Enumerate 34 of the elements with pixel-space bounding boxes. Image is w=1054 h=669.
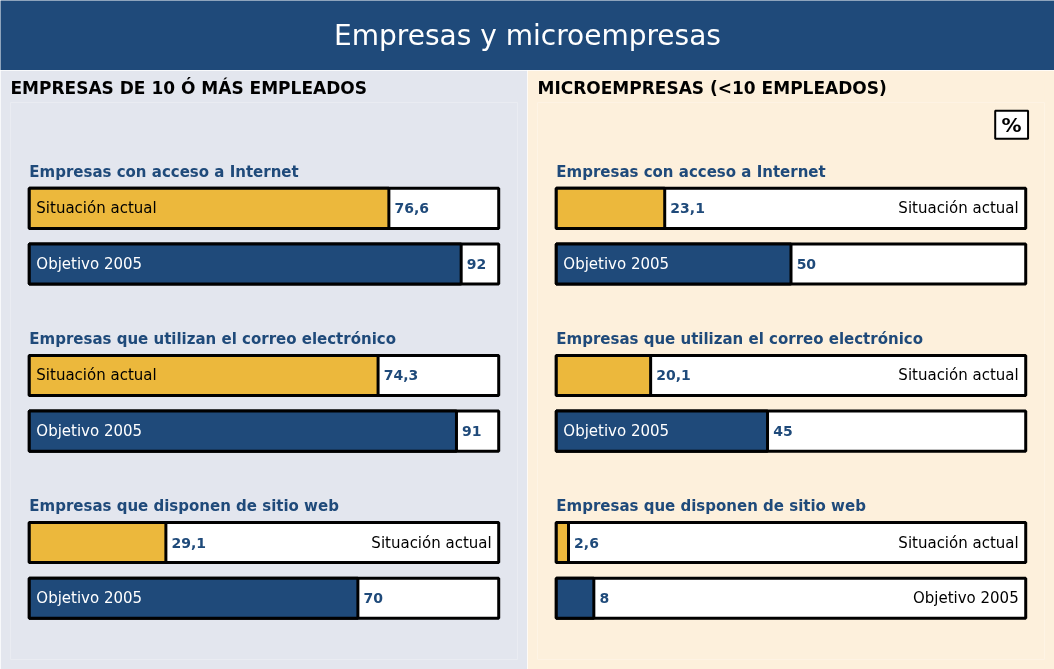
category-label: Situación actual <box>36 366 157 385</box>
data-label: 45 <box>773 423 793 440</box>
data-label: 8 <box>599 590 610 607</box>
data-label: 74,3 <box>383 367 419 384</box>
chart-subtitle: EMPRESAS DE 10 Ó MÁS EMPLEADOS <box>10 76 367 98</box>
data-label: 20,1 <box>656 367 691 384</box>
category-label: Objetivo 2005 <box>36 422 143 441</box>
annotation: Empresas con acceso a Internet <box>29 163 299 182</box>
category-label: Objetivo 2005 <box>563 255 670 274</box>
annotation: Empresas que disponen de sitio web <box>29 497 340 516</box>
category-label: Situación actual <box>898 366 1019 385</box>
data-label: 29,1 <box>171 534 207 551</box>
annotation: Empresas que utilizan el correo electrónico <box>556 330 924 349</box>
annotation: Empresas que utilizan el correo electrónico <box>29 330 397 349</box>
data-label: 92 <box>466 256 487 273</box>
annotation: Empresas con acceso a Internet <box>556 163 826 182</box>
category-label: Situación actual <box>898 199 1019 218</box>
category-label: Situación actual <box>898 533 1019 552</box>
x-axis-title: % <box>1001 112 1022 137</box>
data-label: 76,6 <box>394 200 430 217</box>
category-label: Situación actual <box>36 199 157 218</box>
category-label: Objetivo 2005 <box>563 422 670 441</box>
data-label: 23,1 <box>670 200 705 217</box>
data-label: 91 <box>462 423 482 440</box>
chart-title: Empresas y microempresas <box>334 19 721 52</box>
category-label: Objetivo 2005 <box>912 589 1019 608</box>
data-label: 50 <box>796 256 817 273</box>
chart-subtitle: MICROEMPRESAS (<10 EMPLEADOS) <box>537 77 887 98</box>
category-label: Objetivo 2005 <box>36 255 143 274</box>
data-label: 2,6 <box>574 534 599 551</box>
category-label: Objetivo 2005 <box>36 589 143 608</box>
annotation: Empresas que disponen de sitio web <box>556 497 867 516</box>
category-label: Situación actual <box>371 533 492 552</box>
data-label: 70 <box>363 590 384 607</box>
